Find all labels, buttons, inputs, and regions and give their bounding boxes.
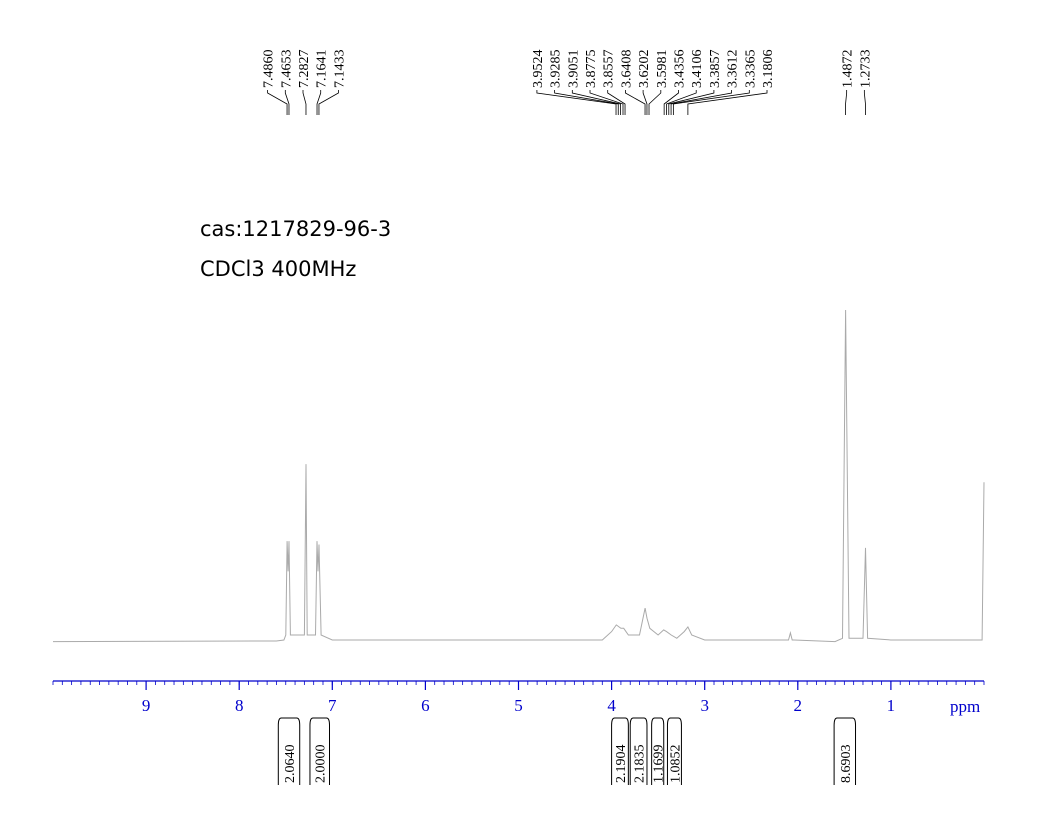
- x-tick-label: 6: [421, 696, 430, 715]
- peak-label: 3.4356: [673, 50, 688, 89]
- peak-connector: [607, 90, 626, 115]
- peak-connector: [316, 90, 322, 115]
- annotation: CDCl3 400MHz: [200, 257, 356, 281]
- peak-label: 3.4106: [690, 50, 705, 89]
- peak-label: 7.1433: [332, 50, 347, 89]
- integral-label: 1.0852: [668, 745, 683, 784]
- x-axis-label: ppm: [950, 697, 980, 716]
- x-tick-label: 3: [700, 696, 709, 715]
- integral-bracket: [277, 717, 301, 785]
- peak-connector: [672, 90, 750, 115]
- peak-label: 1.2733: [858, 50, 873, 89]
- integral-bracket: [651, 717, 665, 785]
- peak-label: 3.9524: [531, 50, 546, 89]
- peak-connector: [668, 90, 715, 115]
- peak-connector: [536, 90, 617, 115]
- integral-bracket: [309, 717, 331, 785]
- peak-label: 3.6202: [637, 50, 652, 89]
- peak-connector: [845, 90, 848, 115]
- peak-label: 7.4653: [279, 50, 294, 89]
- peak-connector: [642, 90, 648, 115]
- x-tick-label: 4: [607, 696, 616, 715]
- x-tick-label: 5: [514, 696, 523, 715]
- integral-label: 8.6903: [839, 745, 854, 784]
- peak-connector: [571, 90, 621, 115]
- peak-label: 3.3612: [726, 50, 741, 89]
- peak-label: 3.8557: [602, 50, 617, 89]
- peak-connector: [302, 90, 307, 115]
- peak-label: 7.2827: [297, 50, 312, 89]
- x-tick-label: 8: [235, 696, 244, 715]
- annotation: cas:1217829-96-3: [200, 217, 391, 241]
- integral-bracket: [611, 717, 629, 785]
- peak-connector: [589, 90, 624, 115]
- integral-label: 2.0000: [314, 745, 329, 784]
- peak-connector: [687, 90, 768, 115]
- x-tick-label: 2: [794, 696, 803, 715]
- peak-label: 3.6408: [619, 50, 634, 89]
- peak-connector: [284, 90, 290, 115]
- peak-label: 7.4860: [262, 50, 277, 89]
- peak-label: 3.3365: [743, 50, 758, 89]
- integral-label: 2.1904: [614, 745, 629, 784]
- peak-connector: [648, 90, 662, 115]
- integral-label: 2.1835: [633, 745, 648, 784]
- spectrum-line: [52, 309, 985, 643]
- x-tick-label: 7: [328, 696, 337, 715]
- peak-label: 7.1641: [315, 50, 330, 89]
- peak-connector: [554, 90, 619, 115]
- peak-label: 3.8775: [584, 50, 599, 89]
- peak-label: 3.1806: [761, 50, 776, 89]
- integral-bracket: [833, 717, 857, 785]
- peak-label: 3.9285: [549, 50, 564, 89]
- peak-connector: [670, 90, 733, 115]
- x-tick-label: 1: [887, 696, 896, 715]
- peak-connector: [318, 90, 339, 115]
- integral-label: 1.1699: [652, 745, 667, 784]
- peak-connector: [625, 90, 646, 115]
- peak-label: 3.5981: [655, 50, 670, 89]
- integral-bracket: [666, 717, 682, 785]
- peak-label: 3.3857: [708, 50, 723, 89]
- integral-label: 2.0640: [283, 745, 298, 784]
- peak-label: 1.4872: [841, 50, 856, 89]
- peak-connector: [666, 90, 697, 115]
- peak-label: 3.9051: [566, 50, 581, 89]
- x-tick-label: 9: [142, 696, 151, 715]
- peak-connector: [267, 90, 288, 115]
- integral-bracket: [629, 717, 648, 785]
- peak-connector: [663, 90, 679, 115]
- peak-connector: [863, 90, 866, 115]
